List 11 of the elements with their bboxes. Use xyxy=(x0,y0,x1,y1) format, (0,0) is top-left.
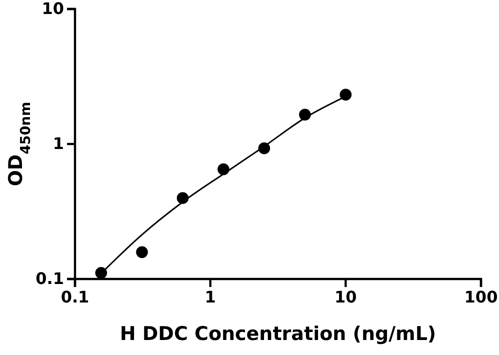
point xyxy=(95,266,108,279)
point xyxy=(136,246,148,258)
y-tick-label: 0.1 xyxy=(36,269,64,288)
x-tick-label: 100 xyxy=(464,287,498,306)
x-tick-label: 1 xyxy=(204,287,216,306)
point xyxy=(340,88,352,101)
x-axis-title: H DDC Concentration (ng/mL) xyxy=(120,323,436,345)
x-tick-label: 0.1 xyxy=(60,287,90,306)
y-tick-label: 10 xyxy=(42,0,64,18)
x-tick-label: 10 xyxy=(334,287,357,306)
y-tick-label: 1 xyxy=(52,134,64,154)
